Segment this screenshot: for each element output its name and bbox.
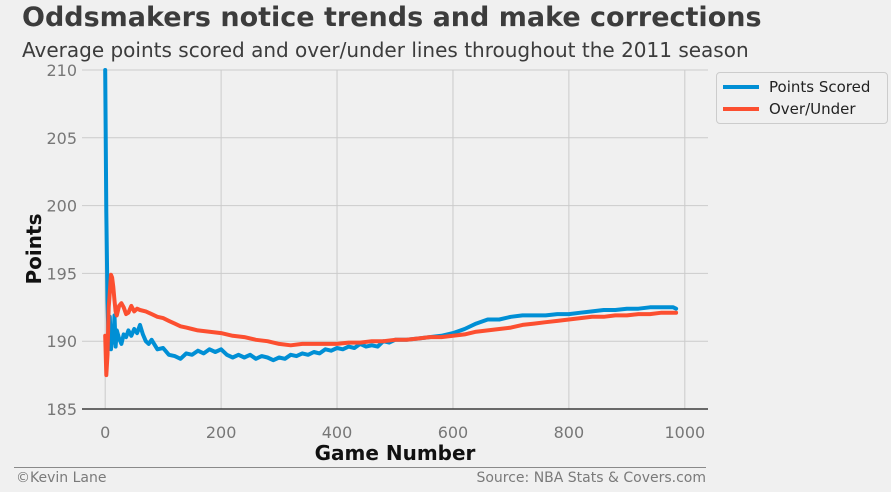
x-tick-label: 200 [206,423,237,442]
x-tick-label: 600 [438,423,469,442]
tick-labels: 185 190 195 200 205 210 0 200 400 600 800 1000 [46,61,705,442]
series-line-points-scored [103,68,679,363]
legend-item-over-under: Over/Under [717,98,887,120]
series-lines [103,68,679,378]
y-tick-label: 185 [46,400,77,419]
y-tick-label: 190 [46,332,77,351]
chart-legend: Points Scored Over/Under [716,72,888,124]
y-tick-label: 200 [46,197,77,216]
footer-credit: ©Kevin Lane [16,470,107,486]
x-tick-label: 400 [322,423,353,442]
y-tick-label: 205 [46,129,77,148]
series-line-over-under [103,272,679,378]
x-tick-label: 800 [554,423,585,442]
legend-label-points-scored: Points Scored [769,78,871,96]
y-axis-label: Points [22,214,46,285]
legend-swatch-over-under [723,107,759,111]
footer-source: Source: NBA Stats & Covers.com [476,470,706,486]
legend-label-over-under: Over/Under [769,100,856,118]
chart-subtitle: Average points scored and over/under lin… [22,38,749,62]
x-tick-label: 1000 [664,423,705,442]
legend-item-points-scored: Points Scored [717,76,887,98]
y-tick-label: 210 [46,61,77,80]
legend-swatch-points-scored [723,85,759,89]
footer-divider [14,467,706,468]
y-tick-label: 195 [46,264,77,283]
x-axis-label: Game Number [315,441,476,465]
x-tick-label: 0 [100,423,110,442]
chart-title: Oddsmakers notice trends and make correc… [22,2,762,33]
